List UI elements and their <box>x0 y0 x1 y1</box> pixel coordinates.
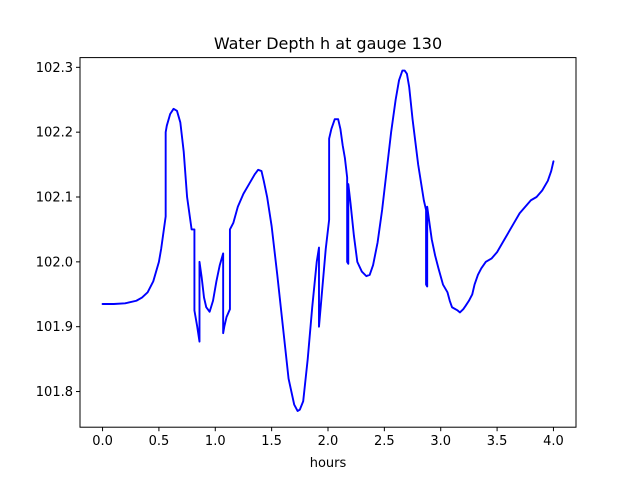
x-tick-label: 2.0 <box>318 434 339 449</box>
x-axis-ticks: 0.0 0.5 1.0 1.5 2.0 2.5 3.0 3.5 4.0 <box>92 427 564 449</box>
y-tick-label: 102.0 <box>36 255 73 270</box>
x-tick-label: 3.5 <box>487 434 508 449</box>
chart-title: Water Depth h at gauge 130 <box>214 34 442 53</box>
y-tick-label: 102.3 <box>36 61 73 76</box>
x-tick-label: 2.5 <box>374 434 395 449</box>
y-axis-ticks: 101.8 101.9 102.0 102.1 102.2 102.3 <box>36 61 80 400</box>
x-tick-label: 1.5 <box>261 434 282 449</box>
y-tick-label: 101.9 <box>36 320 73 335</box>
y-tick-label: 101.8 <box>36 385 73 400</box>
x-tick-label: 1.0 <box>205 434 226 449</box>
plot-frame <box>79 57 577 428</box>
x-tick-label: 4.0 <box>543 434 564 449</box>
plot-area <box>80 57 576 428</box>
x-axis-label: hours <box>310 456 347 471</box>
x-tick-label: 0.5 <box>149 434 170 449</box>
x-tick-label: 0.0 <box>92 434 113 449</box>
y-tick-label: 102.1 <box>36 191 73 206</box>
series-line-water-depth <box>101 69 555 412</box>
x-tick-label: 3.0 <box>430 434 451 449</box>
y-tick-label: 102.2 <box>36 126 73 141</box>
